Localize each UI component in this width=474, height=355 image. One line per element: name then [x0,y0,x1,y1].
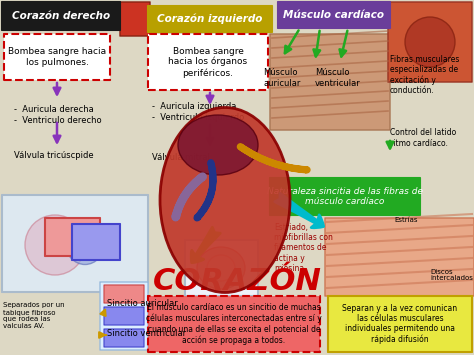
Text: Músculo cardíaco: Músculo cardíaco [283,10,384,20]
FancyBboxPatch shape [270,178,420,215]
Text: El músculo cardíaco es un sincitio de muchas
células musculares interconectadas : El músculo cardíaco es un sincitio de mu… [146,303,322,345]
Text: -  Auricula derecha
-  Ventriculo derecho: - Auricula derecha - Ventriculo derecho [14,105,101,125]
FancyBboxPatch shape [278,2,390,28]
Text: Sincitio ventricular: Sincitio ventricular [107,328,186,338]
Ellipse shape [207,255,235,281]
Text: Válvula mitral: Válvula mitral [152,153,210,163]
FancyArrowPatch shape [240,147,307,170]
FancyBboxPatch shape [100,282,148,350]
Text: Músculo
auricular: Músculo auricular [264,68,301,88]
Text: Corazón derecho: Corazón derecho [12,11,110,21]
FancyBboxPatch shape [2,2,120,30]
Ellipse shape [178,115,258,175]
Ellipse shape [405,17,455,67]
Text: Discos
intercalados: Discos intercalados [430,268,473,282]
FancyBboxPatch shape [148,34,268,90]
Text: Válvula tricúscpide: Válvula tricúscpide [14,151,94,159]
Ellipse shape [25,215,85,275]
Text: Separados por un
tabique fibroso
que rodea las
valculas AV.: Separados por un tabique fibroso que rod… [3,302,64,329]
Text: Músculo
ventricular: Músculo ventricular [315,68,361,88]
Text: Bombea sangre
hacia los órganos
periféricos.: Bombea sangre hacia los órganos periféri… [168,47,247,77]
Text: Control del latido
ritmo cardíaco.: Control del latido ritmo cardíaco. [390,128,456,148]
FancyBboxPatch shape [45,218,100,256]
FancyBboxPatch shape [72,224,120,260]
Text: Corazón izquierdo: Corazón izquierdo [157,14,263,24]
FancyBboxPatch shape [4,34,110,80]
FancyBboxPatch shape [104,307,144,325]
Text: Naturaleza sincitia de las fibras de
músculo cardíaco: Naturaleza sincitia de las fibras de mús… [267,187,423,206]
Text: CORAZÓN: CORAZÓN [153,268,321,296]
Text: Bombea sangre hacia
los pulmones.: Bombea sangre hacia los pulmones. [8,47,106,67]
Ellipse shape [160,108,290,293]
FancyBboxPatch shape [148,6,272,32]
FancyBboxPatch shape [185,240,258,296]
FancyBboxPatch shape [328,296,472,352]
FancyBboxPatch shape [104,285,144,303]
FancyArrowPatch shape [175,176,203,217]
FancyBboxPatch shape [148,296,320,352]
FancyBboxPatch shape [120,2,150,36]
FancyBboxPatch shape [325,218,474,296]
Text: Fibras musculares
especializadas de
excitación y
conductión.: Fibras musculares especializadas de exci… [390,55,459,95]
Text: Sincitio auricular: Sincitio auricular [107,299,178,307]
Text: Separan y a la vez comunican
las células musculares
individuales permitendo una
: Separan y a la vez comunican las células… [342,304,457,344]
FancyArrowPatch shape [197,163,213,218]
Text: Estrías: Estrías [394,217,418,223]
FancyBboxPatch shape [388,2,472,82]
Ellipse shape [65,219,105,264]
Ellipse shape [197,247,245,289]
FancyBboxPatch shape [104,329,144,347]
FancyBboxPatch shape [2,195,148,292]
Text: Estriado,
miofibrillas con
filamentos de
actina y
miosina.: Estriado, miofibrillas con filamentos de… [274,223,333,273]
Text: -  Auricula izquierda
-  Ventriculo izquierdo: - Auricula izquierda - Ventriculo izquie… [152,102,244,122]
FancyBboxPatch shape [270,34,390,130]
